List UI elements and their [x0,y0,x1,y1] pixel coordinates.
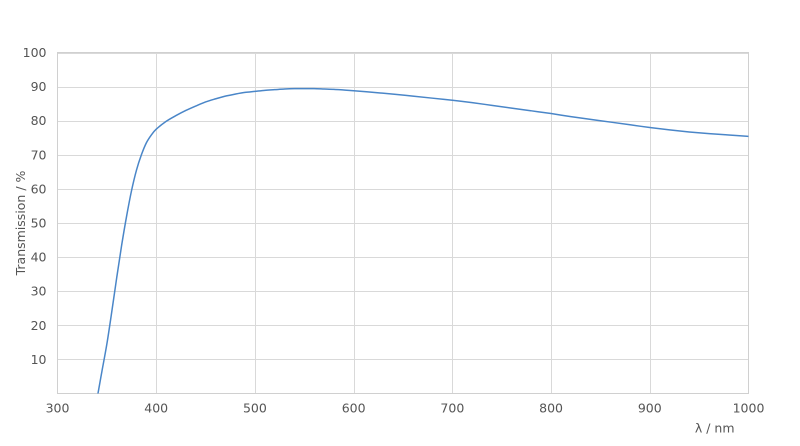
y-axis-title: Transmission / % [13,170,28,276]
data-series-layer [97,87,749,394]
y-tick-label: 50 [31,216,47,231]
x-tick-label: 400 [144,401,168,416]
x-axis-tick-labels: 300 400 500 600 700 800 900 1000 [46,401,765,416]
data-line-transmission [97,87,749,394]
plot-area-frame [57,52,749,394]
y-axis-tick-labels: 10 20 30 40 50 60 70 80 90 100 [23,45,47,367]
y-tick-label: 90 [31,79,47,94]
y-tick-label: 70 [31,147,47,162]
y-tick-label: 100 [23,45,47,60]
gridlines [57,52,749,394]
x-tick-label: 300 [46,401,70,416]
y-tick-label: 80 [31,113,47,128]
x-tick-label: 600 [342,401,366,416]
y-tick-label: 10 [31,352,47,367]
x-tick-label: 700 [440,401,464,416]
y-tick-label: 60 [31,181,47,196]
x-tick-label: 1000 [733,401,765,416]
y-tick-label: 30 [31,284,47,299]
y-tick-label: 40 [31,250,47,265]
x-tick-label: 900 [638,401,662,416]
x-axis-title: λ / nm [695,421,735,436]
x-tick-label: 800 [539,401,563,416]
x-tick-label: 500 [243,401,267,416]
y-tick-label: 20 [31,318,47,333]
